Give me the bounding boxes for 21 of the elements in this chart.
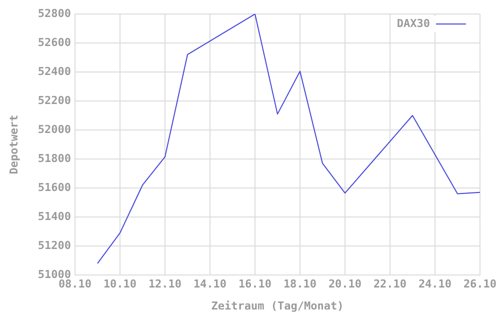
x-tick-label: 14.10 [193, 277, 227, 290]
x-tick-label: 24.10 [418, 277, 452, 290]
x-axis-title: Zeitraum (Tag/Monat) [211, 299, 344, 312]
y-tick-label: 51400 [38, 210, 71, 223]
x-tick-label: 22.10 [373, 277, 407, 290]
x-tick-label: 26.10 [463, 277, 497, 290]
y-tick-label: 52800 [38, 6, 71, 20]
y-tick-label: 51200 [38, 238, 71, 252]
x-tick-label: 16.10 [238, 277, 272, 290]
y-tick-label: 52200 [38, 94, 71, 107]
x-tick-label: 20.10 [328, 277, 362, 290]
y-tick-label: 51800 [38, 152, 71, 165]
x-tick-label: 10.10 [103, 277, 137, 290]
y-axis-title: Depotwert [7, 114, 20, 174]
y-tick-label: 51600 [38, 180, 71, 194]
y-tick-label: 52400 [38, 64, 71, 78]
x-tick-label: 18.10 [283, 277, 317, 290]
y-tick-label: 52000 [38, 122, 71, 136]
y-tick-label: 52600 [38, 36, 71, 49]
legend-label: DAX30 [396, 16, 430, 30]
x-tick-label: 12.10 [148, 277, 182, 290]
